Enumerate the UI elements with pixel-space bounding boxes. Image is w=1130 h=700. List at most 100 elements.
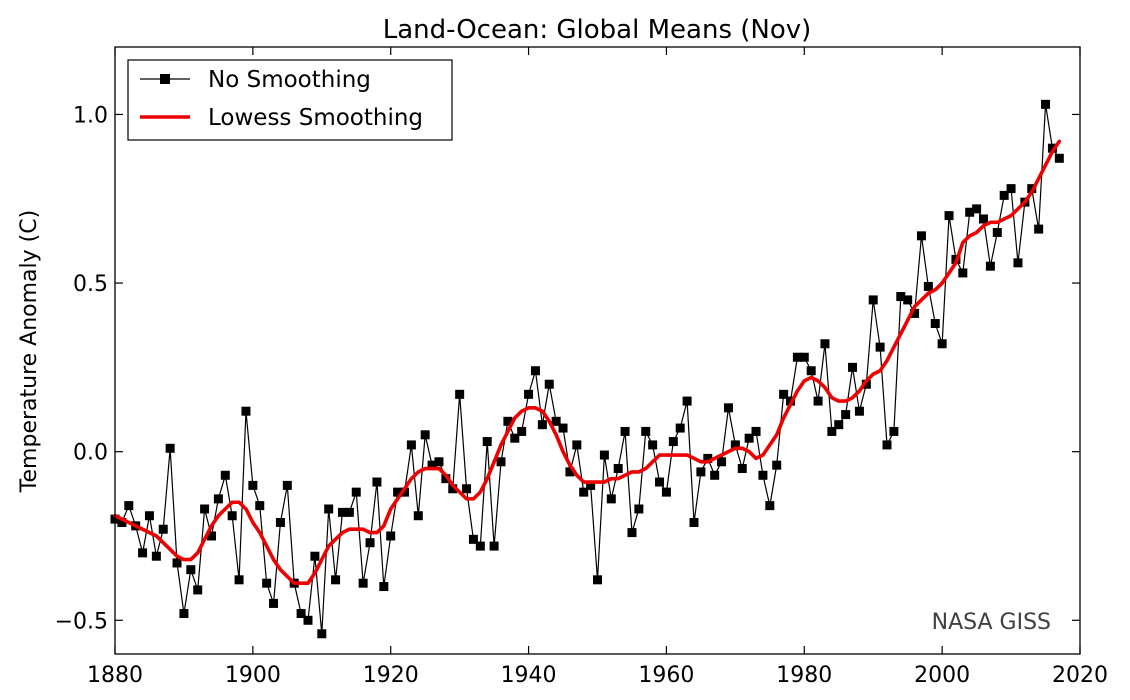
data-point bbox=[510, 433, 520, 443]
legend: No Smoothing Lowess Smoothing bbox=[127, 59, 453, 141]
data-point bbox=[1006, 184, 1016, 194]
nasa-giss-credit: NASA GISS bbox=[932, 610, 1051, 635]
data-point bbox=[992, 227, 1002, 237]
data-point bbox=[910, 308, 920, 318]
y-tick-label: 0.5 bbox=[73, 272, 108, 297]
data-point bbox=[606, 494, 616, 504]
data-point bbox=[565, 467, 575, 477]
data-point bbox=[944, 211, 954, 221]
plot-area bbox=[110, 99, 1064, 639]
y-tick-label: 1.0 bbox=[73, 103, 108, 128]
data-point bbox=[868, 295, 878, 305]
data-point bbox=[524, 389, 534, 399]
plot-frame bbox=[114, 46, 1081, 655]
data-point bbox=[158, 524, 168, 534]
data-point bbox=[1034, 224, 1044, 234]
data-point bbox=[448, 484, 458, 494]
data-point bbox=[827, 426, 837, 436]
data-point bbox=[207, 531, 216, 541]
data-point bbox=[717, 457, 727, 467]
data-point bbox=[193, 585, 203, 595]
data-point bbox=[648, 440, 658, 450]
series-line-lowess-smoothing bbox=[113, 139, 1062, 585]
data-point bbox=[117, 517, 127, 527]
data-point bbox=[634, 504, 644, 514]
y-tick-label: −0.5 bbox=[55, 609, 108, 634]
data-point bbox=[792, 352, 802, 362]
data-point bbox=[496, 457, 506, 467]
data-point bbox=[310, 551, 320, 561]
data-point bbox=[413, 511, 423, 521]
data-point bbox=[1041, 99, 1051, 109]
data-point bbox=[386, 531, 396, 541]
data-point bbox=[186, 565, 196, 575]
data-point bbox=[468, 534, 478, 544]
data-point bbox=[723, 403, 733, 413]
legend-label-lowess-smoothing: Lowess Smoothing bbox=[208, 105, 423, 131]
data-point bbox=[861, 379, 871, 389]
data-point bbox=[979, 214, 988, 224]
data-point bbox=[593, 575, 602, 585]
axes: 1880 1900 1920 1940 1960 1980 2000 2020 −0.5 0.0 0… bbox=[55, 47, 1108, 688]
data-point bbox=[903, 295, 913, 305]
data-point bbox=[420, 430, 430, 440]
data-point bbox=[324, 504, 334, 514]
data-point bbox=[220, 470, 230, 480]
data-point bbox=[234, 575, 244, 585]
data-point bbox=[537, 420, 547, 430]
x-tick-label: 1880 bbox=[87, 663, 143, 688]
data-point bbox=[255, 501, 265, 511]
data-point bbox=[655, 477, 665, 487]
data-point bbox=[572, 440, 582, 450]
data-point bbox=[1013, 258, 1023, 268]
data-point bbox=[923, 281, 933, 291]
data-point bbox=[1047, 143, 1057, 153]
data-point bbox=[937, 339, 947, 349]
data-point bbox=[586, 480, 596, 490]
data-point bbox=[551, 416, 561, 426]
x-tick-label: 1960 bbox=[638, 663, 694, 688]
data-point bbox=[854, 406, 864, 416]
data-point bbox=[213, 494, 223, 504]
data-point bbox=[365, 538, 375, 548]
data-point bbox=[710, 470, 720, 480]
data-point bbox=[772, 460, 782, 470]
series-line-no-smoothing bbox=[114, 104, 1060, 634]
data-point bbox=[848, 362, 858, 372]
data-point bbox=[372, 477, 382, 487]
data-point bbox=[579, 487, 589, 497]
data-point bbox=[165, 443, 175, 453]
data-point bbox=[799, 352, 809, 362]
data-point bbox=[627, 528, 637, 538]
data-point bbox=[765, 501, 775, 511]
data-point bbox=[393, 487, 403, 497]
data-point bbox=[965, 207, 975, 217]
x-tick-label: 1900 bbox=[225, 663, 281, 688]
data-point bbox=[696, 467, 706, 477]
data-point bbox=[503, 416, 513, 426]
legend-marker-no-smoothing bbox=[160, 74, 170, 84]
data-point bbox=[482, 437, 492, 447]
data-point bbox=[282, 480, 292, 490]
legend-box bbox=[127, 59, 453, 141]
data-point bbox=[558, 423, 568, 433]
data-point bbox=[889, 426, 899, 436]
data-point bbox=[317, 629, 327, 639]
data-point bbox=[179, 609, 189, 619]
data-point bbox=[1054, 153, 1064, 163]
data-point bbox=[661, 487, 671, 497]
data-point bbox=[916, 231, 926, 241]
data-point bbox=[227, 511, 237, 521]
data-point bbox=[455, 389, 465, 399]
data-point bbox=[406, 440, 416, 450]
data-point bbox=[675, 423, 685, 433]
y-tick-label: 0.0 bbox=[73, 441, 108, 466]
data-point bbox=[682, 396, 692, 406]
data-point bbox=[379, 582, 389, 592]
data-point bbox=[641, 426, 651, 436]
data-point bbox=[530, 366, 540, 376]
data-point bbox=[668, 437, 678, 447]
data-point bbox=[517, 426, 527, 436]
data-point bbox=[813, 396, 823, 406]
